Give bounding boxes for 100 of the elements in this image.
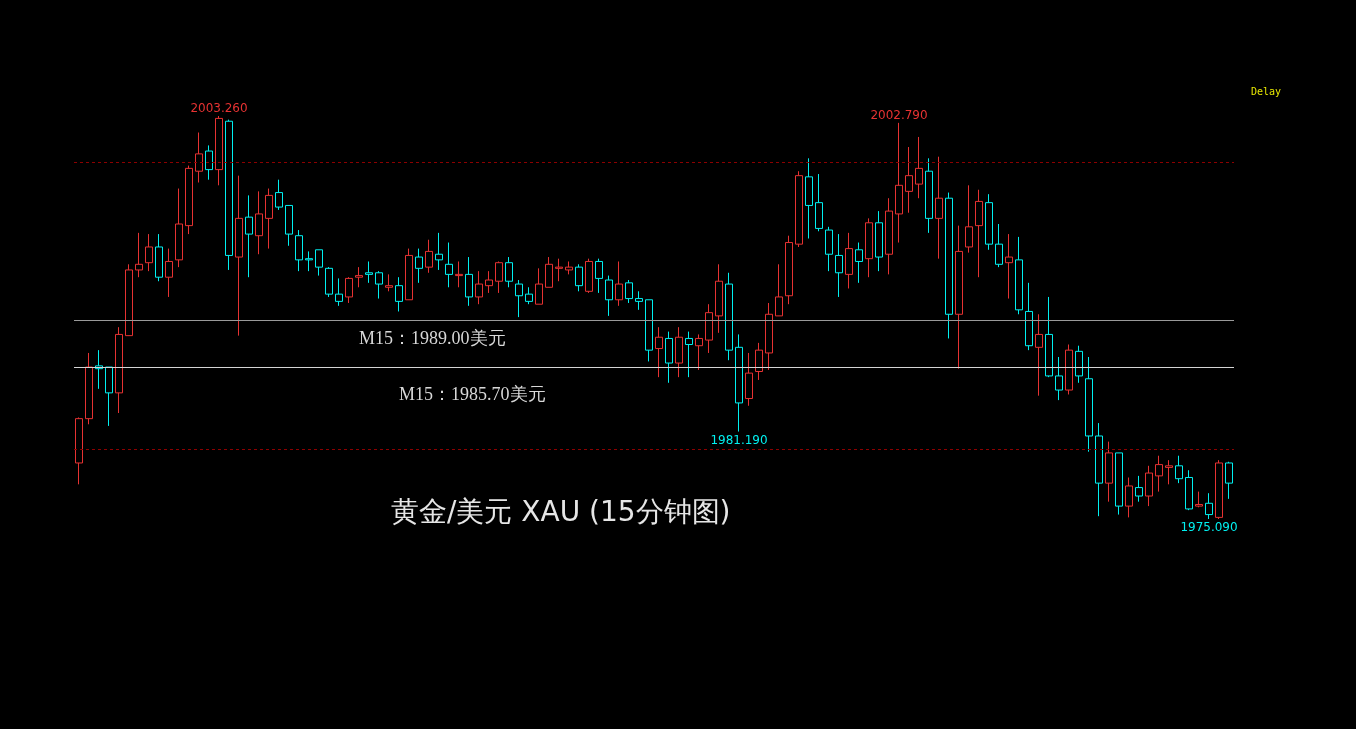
candlestick bbox=[655, 326, 663, 378]
candlestick bbox=[835, 233, 843, 298]
candlestick bbox=[1145, 465, 1153, 507]
candlestick bbox=[745, 352, 753, 407]
candlestick bbox=[195, 132, 203, 183]
candlestick bbox=[985, 193, 993, 251]
candlestick bbox=[965, 184, 973, 254]
candlestick bbox=[695, 333, 703, 371]
candlestick bbox=[335, 277, 343, 307]
candlestick bbox=[1225, 461, 1233, 500]
candlestick bbox=[295, 229, 303, 272]
candlestick bbox=[175, 188, 183, 268]
candlestick bbox=[1205, 492, 1213, 520]
candlestick bbox=[915, 136, 923, 199]
candlestick bbox=[775, 263, 783, 317]
candlestick bbox=[615, 260, 623, 307]
candlestick bbox=[1155, 455, 1163, 493]
ref-line-label: M15：1985.70美元 bbox=[399, 384, 546, 405]
candlestick bbox=[765, 302, 773, 371]
candlestick bbox=[755, 342, 763, 381]
candlestick bbox=[355, 266, 363, 288]
candlestick bbox=[505, 256, 513, 288]
candlestick bbox=[225, 119, 233, 271]
candlestick bbox=[145, 233, 153, 272]
candlestick bbox=[685, 331, 693, 378]
candlestick bbox=[445, 242, 453, 288]
candlestick bbox=[905, 146, 913, 214]
candlestick bbox=[495, 260, 503, 294]
candlestick bbox=[565, 260, 573, 275]
candlestick bbox=[825, 226, 833, 272]
candlestick bbox=[215, 115, 223, 186]
candlestick bbox=[1095, 422, 1103, 517]
candlestick bbox=[1125, 476, 1133, 518]
candlestick bbox=[1035, 313, 1043, 397]
candlestick bbox=[585, 258, 593, 294]
candlestick bbox=[405, 248, 413, 301]
candlestick bbox=[1215, 459, 1223, 520]
candlestick bbox=[1015, 236, 1023, 315]
candlestick bbox=[105, 366, 113, 427]
candlestick bbox=[525, 286, 533, 305]
candlestick bbox=[925, 157, 933, 234]
candlestick bbox=[705, 303, 713, 354]
candlestick bbox=[675, 326, 683, 378]
text: 黄金/美元 XAU (15分钟图) bbox=[391, 494, 731, 528]
candlestick bbox=[895, 122, 903, 244]
candlestick bbox=[725, 272, 733, 361]
candlestick bbox=[245, 194, 253, 278]
candlestick bbox=[555, 258, 563, 282]
candlestick bbox=[235, 175, 243, 337]
candlestick bbox=[1065, 344, 1073, 395]
candlestick bbox=[1005, 233, 1013, 300]
candlestick bbox=[665, 331, 673, 384]
candlestick bbox=[845, 232, 853, 289]
candlestick bbox=[205, 144, 213, 181]
candlestick bbox=[125, 263, 133, 337]
candlestick bbox=[155, 233, 163, 282]
candlestick bbox=[305, 250, 313, 272]
candlestick bbox=[1055, 356, 1063, 401]
candlestick bbox=[395, 276, 403, 312]
candlestick bbox=[955, 225, 963, 370]
candlestick bbox=[795, 170, 803, 248]
ref-line-label: M15：1989.00美元 bbox=[359, 327, 506, 348]
candlestick bbox=[85, 352, 93, 425]
candlestick bbox=[315, 249, 323, 277]
annotation: 1981.190 bbox=[710, 432, 768, 447]
candlestick bbox=[255, 190, 263, 255]
candlestick bbox=[375, 270, 383, 300]
candlestick bbox=[1025, 282, 1033, 351]
candlestick bbox=[535, 267, 543, 305]
candlestick bbox=[875, 210, 883, 272]
candlestick bbox=[1165, 459, 1173, 485]
annotation: 1975.090 bbox=[1180, 520, 1238, 534]
candlestick bbox=[515, 279, 523, 318]
candlestick bbox=[115, 326, 123, 414]
candlestick bbox=[635, 290, 643, 311]
candlestick bbox=[995, 223, 1003, 268]
candlestick bbox=[945, 192, 953, 339]
candlestick bbox=[385, 273, 393, 292]
candlestick bbox=[185, 165, 193, 235]
candlestick bbox=[1045, 296, 1053, 378]
candlestick bbox=[855, 242, 863, 284]
candlestick bbox=[465, 256, 473, 307]
candlestick bbox=[865, 217, 873, 278]
candlestick bbox=[1195, 491, 1203, 508]
candlestick bbox=[1105, 441, 1113, 503]
candlestick bbox=[285, 204, 293, 247]
annotation: 2003.260 bbox=[190, 101, 248, 115]
candlestick bbox=[265, 188, 273, 250]
candlestick bbox=[935, 156, 943, 260]
candlestick bbox=[805, 157, 813, 240]
candlestick bbox=[165, 248, 173, 298]
candlestick bbox=[455, 260, 463, 288]
candlestick bbox=[885, 197, 893, 275]
candlestick bbox=[365, 260, 373, 284]
candlestick bbox=[485, 270, 493, 294]
candlestick bbox=[1135, 475, 1143, 503]
candlestick bbox=[1075, 345, 1083, 384]
candlestick bbox=[605, 275, 613, 317]
candlestick bbox=[595, 258, 603, 294]
candlestick bbox=[275, 179, 283, 211]
